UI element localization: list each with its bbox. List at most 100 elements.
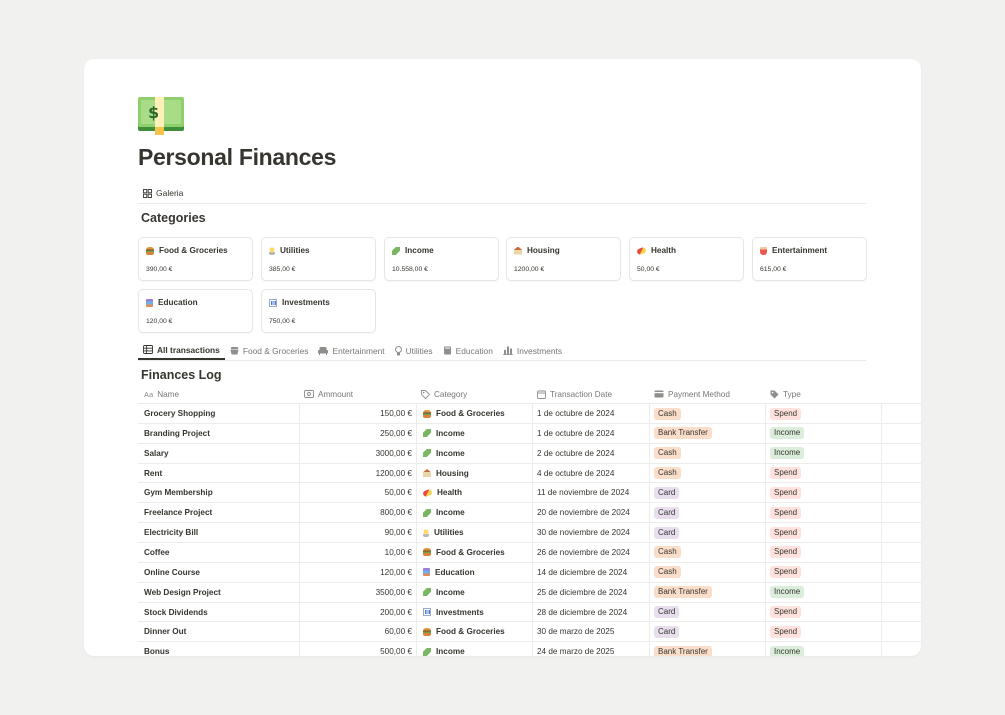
table-row[interactable]: Stock Dividends 200,00 € Investments 28 de … — [138, 601, 921, 622]
row-type[interactable]: Spend — [770, 563, 802, 582]
row-type[interactable]: Income — [770, 583, 805, 602]
row-name[interactable]: Grocery Shopping — [144, 409, 216, 418]
row-category[interactable]: Utilities — [423, 523, 464, 542]
row-name[interactable]: Online Course — [144, 567, 200, 577]
card-title: Investments — [282, 298, 330, 307]
row-category[interactable]: Food & Groceries — [423, 404, 505, 423]
row-type[interactable]: Spend — [770, 464, 802, 483]
category-card-housing[interactable]: Housing 1200,00 € — [506, 237, 621, 281]
gallery-view-tab[interactable]: Galeria — [143, 185, 183, 201]
row-category[interactable]: Housing — [423, 464, 469, 483]
money-icon — [423, 449, 431, 458]
row-name[interactable]: Bonus — [144, 647, 170, 656]
table-row[interactable]: Gym Membership 50,00 € Health 11 de noviemb… — [138, 482, 921, 502]
row-type[interactable]: Spend — [770, 483, 802, 502]
row-payment[interactable]: Bank Transfer — [654, 424, 712, 443]
category-card-entertainment[interactable]: Entertainment 615,00 € — [752, 237, 867, 281]
category-card-utilities[interactable]: Utilities 385,00 € — [261, 237, 376, 281]
table-row[interactable]: Bonus 500,00 € Income 24 de marzo de 2025 Ba… — [138, 641, 921, 656]
table-row[interactable]: Online Course 120,00 € Education 14 de dici… — [138, 561, 921, 582]
row-payment[interactable]: Card — [654, 523, 680, 542]
row-name[interactable]: Salary — [144, 448, 169, 458]
column-header-category[interactable]: Category — [421, 385, 467, 403]
tab-utilities[interactable]: Utilities — [390, 341, 438, 360]
table-row[interactable]: Branding Project 250,00 € Income 1 de octub… — [138, 422, 921, 443]
tab-entertainment[interactable]: Entertainment — [313, 341, 389, 360]
row-category[interactable]: Income — [423, 424, 465, 443]
row-payment[interactable]: Bank Transfer — [654, 642, 712, 656]
type-tag: Spend — [770, 566, 802, 579]
table-row[interactable]: Grocery Shopping 150,00 € Food & Groceries… — [138, 403, 921, 423]
tab-education[interactable]: Education — [438, 341, 498, 360]
row-type[interactable]: Spend — [770, 503, 802, 522]
row-category[interactable]: Education — [423, 563, 475, 582]
category-card-education[interactable]: Education 120,00 € — [138, 289, 253, 333]
card-title: Housing — [527, 246, 560, 255]
row-type[interactable]: Spend — [770, 404, 802, 423]
tab-food-groceries[interactable]: Food & Groceries — [225, 341, 314, 360]
row-type[interactable]: Spend — [770, 523, 802, 542]
column-header-payment[interactable]: Payment Method — [654, 385, 730, 403]
row-category[interactable]: Income — [423, 642, 465, 656]
row-category[interactable]: Income — [423, 583, 465, 602]
row-payment[interactable]: Card — [654, 622, 680, 641]
row-name[interactable]: Freelance Project — [144, 508, 213, 518]
row-payment[interactable]: Card — [654, 503, 680, 522]
row-type[interactable]: Spend — [770, 622, 802, 641]
category-card-health[interactable]: Health 50,00 € — [629, 237, 744, 281]
money-icon — [423, 508, 431, 517]
row-amount: 120,00 € — [380, 567, 412, 577]
column-header-amount[interactable]: Ammount — [304, 385, 353, 403]
column-header-date[interactable]: Transaction Date — [537, 385, 612, 403]
card-amount: 390,00 € — [146, 266, 173, 273]
books-icon — [423, 568, 430, 577]
category-card-income[interactable]: Income 10.558,00 € — [384, 237, 499, 281]
row-category[interactable]: Food & Groceries — [423, 622, 505, 641]
table-row[interactable]: Electricity Bill 90,00 € Utilities 30 de no… — [138, 522, 921, 542]
number-property-icon — [304, 390, 314, 398]
view-tabs: All transactions Food & Groceries Entert… — [138, 341, 866, 360]
row-payment[interactable]: Cash — [654, 444, 681, 463]
tab-all-transactions[interactable]: All transactions — [138, 341, 225, 360]
banknote-icon[interactable]: $ — [138, 97, 184, 135]
row-name[interactable]: Stock Dividends — [144, 607, 208, 617]
row-payment[interactable]: Bank Transfer — [654, 583, 712, 602]
table-row[interactable]: Rent 1200,00 € Housing 4 de octubre de 2024… — [138, 462, 921, 483]
row-payment[interactable]: Card — [654, 483, 680, 502]
row-payment[interactable]: Card — [654, 603, 680, 622]
sofa-icon — [318, 347, 329, 355]
row-payment[interactable]: Cash — [654, 563, 681, 582]
table-row[interactable]: Dinner Out 60,00 € Food & Groceries 30 de m… — [138, 621, 921, 641]
row-type[interactable]: Income — [770, 424, 805, 443]
row-type[interactable]: Income — [770, 642, 805, 656]
table-row[interactable]: Salary 3000,00 € Income 2 de octubre de 202… — [138, 442, 921, 463]
row-payment[interactable]: Cash — [654, 464, 681, 483]
row-name[interactable]: Electricity Bill — [144, 528, 199, 538]
row-category[interactable]: Food & Groceries — [423, 543, 505, 562]
column-header-type[interactable]: Type — [770, 385, 801, 403]
row-name[interactable]: Rent — [144, 468, 163, 478]
column-header-name[interactable]: Aa Name — [144, 385, 179, 403]
row-name[interactable]: Coffee — [144, 547, 170, 557]
tab-investments[interactable]: Investments — [498, 341, 567, 360]
row-type[interactable]: Spend — [770, 603, 802, 622]
notion-page: $ Personal Finances Galeria Categories F… — [84, 59, 921, 656]
row-category[interactable]: Health — [422, 483, 462, 502]
table-row[interactable]: Freelance Project 800,00 € Income 20 de nov… — [138, 502, 921, 522]
category-card-food[interactable]: Food & Groceries 390,00 € — [138, 237, 253, 281]
row-type[interactable]: Income — [770, 444, 805, 463]
row-name[interactable]: Web Design Project — [144, 587, 221, 597]
row-payment[interactable]: Cash — [654, 543, 681, 562]
row-payment[interactable]: Cash — [654, 404, 681, 423]
house-icon — [423, 469, 431, 478]
row-name[interactable]: Gym Membership — [144, 488, 213, 498]
table-row[interactable]: Web Design Project 3500,00 € Income 25 de d… — [138, 581, 921, 602]
table-row[interactable]: Coffee 10,00 € Food & Groceries 26 de novie… — [138, 541, 921, 562]
row-type[interactable]: Spend — [770, 543, 802, 562]
row-name[interactable]: Branding Project — [144, 428, 210, 438]
row-category[interactable]: Investments — [423, 603, 484, 622]
row-category[interactable]: Income — [423, 444, 465, 463]
row-category[interactable]: Income — [423, 503, 465, 522]
row-name[interactable]: Dinner Out — [144, 627, 187, 637]
category-card-investments[interactable]: Investments 750,00 € — [261, 289, 376, 333]
